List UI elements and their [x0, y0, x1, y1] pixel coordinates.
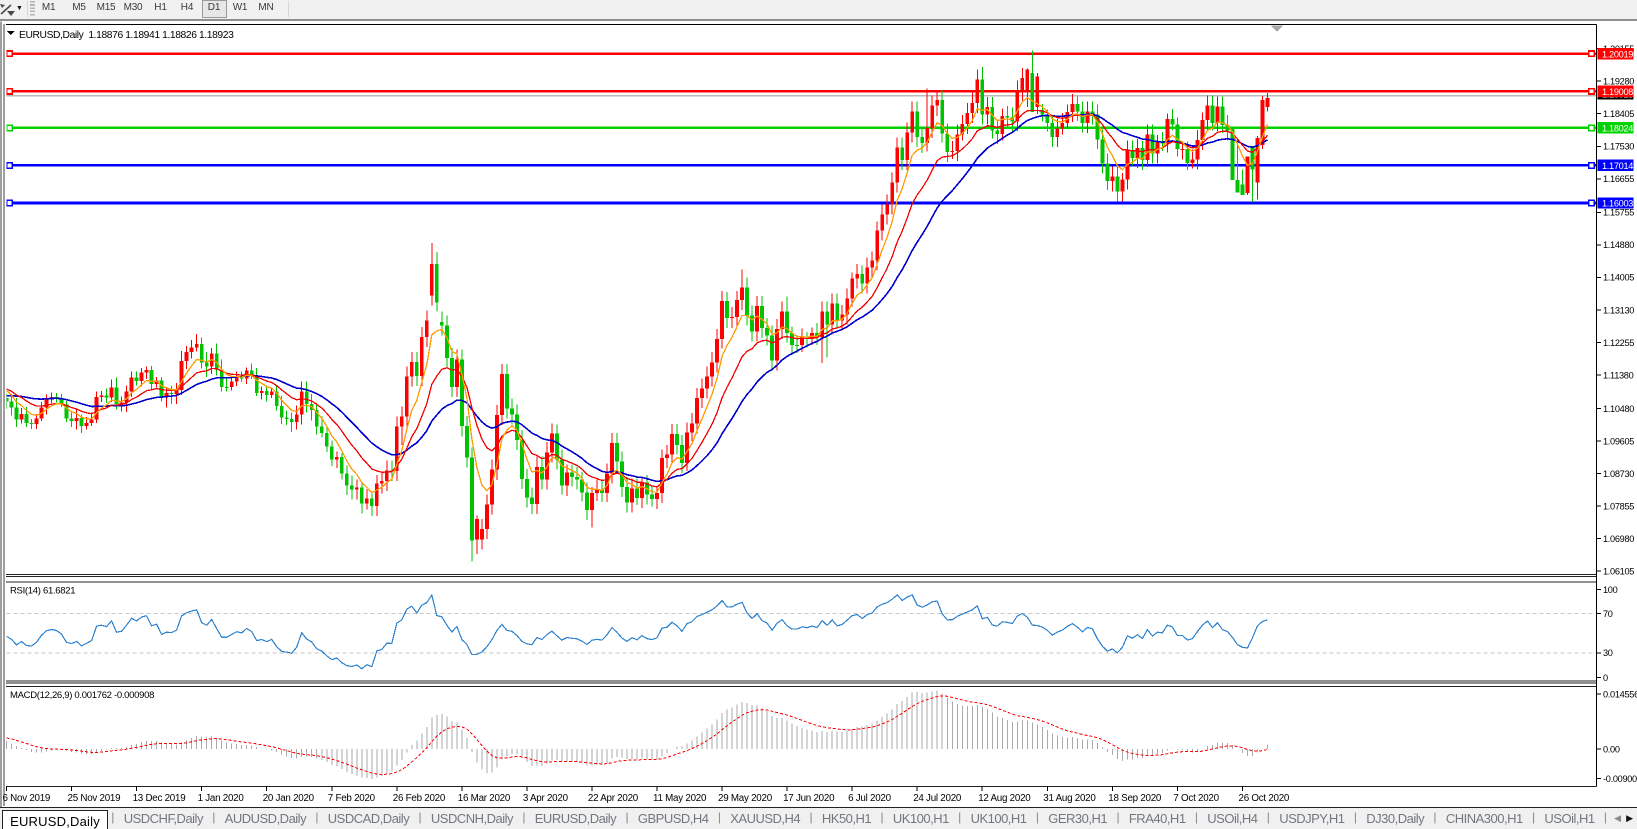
svg-text:1.20019: 1.20019 [1602, 49, 1633, 59]
svg-text:1.16003: 1.16003 [1602, 199, 1633, 209]
svg-text:1.15755: 1.15755 [1603, 208, 1634, 218]
svg-text:24 Jul 2020: 24 Jul 2020 [913, 793, 962, 804]
svg-text:1.10480: 1.10480 [1603, 404, 1634, 414]
svg-text:100: 100 [1603, 585, 1618, 595]
svg-text:11 May 2020: 11 May 2020 [653, 793, 707, 804]
svg-text:6 Jul 2020: 6 Jul 2020 [848, 793, 892, 804]
svg-text:1.09605: 1.09605 [1603, 436, 1634, 446]
svg-text:7 Feb 2020: 7 Feb 2020 [328, 793, 376, 804]
svg-text:70: 70 [1603, 609, 1613, 619]
svg-text:RSI(14) 61.6821: RSI(14) 61.6821 [10, 586, 75, 597]
svg-text:18 Sep 2020: 18 Sep 2020 [1108, 793, 1162, 804]
svg-text:1.17530: 1.17530 [1603, 142, 1634, 152]
svg-text:1.06980: 1.06980 [1603, 534, 1634, 544]
svg-text:16 Mar 2020: 16 Mar 2020 [458, 793, 511, 804]
svg-text:30: 30 [1603, 648, 1613, 658]
svg-text:0: 0 [1603, 673, 1608, 683]
svg-text:1.14880: 1.14880 [1603, 240, 1634, 250]
svg-text:1.18405: 1.18405 [1603, 109, 1634, 119]
svg-text:20 Jan 2020: 20 Jan 2020 [263, 793, 315, 804]
svg-text:25 Nov 2019: 25 Nov 2019 [68, 793, 121, 804]
svg-text:17 Jun 2020: 17 Jun 2020 [783, 793, 835, 804]
svg-text:1.11380: 1.11380 [1603, 370, 1634, 380]
svg-text:1.17014: 1.17014 [1602, 161, 1633, 171]
svg-text:1 Jan 2020: 1 Jan 2020 [198, 793, 245, 804]
svg-text:1.06105: 1.06105 [1603, 566, 1634, 576]
svg-text:EURUSD,Daily 1.18876 1.18941: EURUSD,Daily 1.18876 1.18941 1.18826 1.1… [19, 30, 234, 41]
svg-text:-0.0090005: -0.0090005 [1603, 774, 1637, 784]
svg-text:0.00: 0.00 [1603, 744, 1620, 754]
svg-text:1.14005: 1.14005 [1603, 273, 1634, 283]
svg-text:1.16655: 1.16655 [1603, 174, 1634, 184]
svg-text:1.08730: 1.08730 [1603, 469, 1634, 479]
svg-text:1.07855: 1.07855 [1603, 501, 1634, 511]
svg-text:1.19280: 1.19280 [1603, 77, 1634, 87]
svg-text:31 Aug 2020: 31 Aug 2020 [1043, 793, 1096, 804]
svg-text:26 Feb 2020: 26 Feb 2020 [393, 793, 446, 804]
svg-text:1.18024: 1.18024 [1602, 124, 1633, 134]
svg-text:22 Apr 2020: 22 Apr 2020 [588, 793, 639, 804]
svg-text:12 Aug 2020: 12 Aug 2020 [978, 793, 1031, 804]
svg-text:3 Apr 2020: 3 Apr 2020 [523, 793, 569, 804]
svg-text:7 Oct 2020: 7 Oct 2020 [1173, 793, 1219, 804]
svg-text:26 Oct 2020: 26 Oct 2020 [1239, 793, 1290, 804]
svg-text:29 May 2020: 29 May 2020 [718, 793, 773, 804]
svg-text:6 Nov 2019: 6 Nov 2019 [3, 793, 51, 804]
svg-text:1.19008: 1.19008 [1602, 87, 1633, 97]
svg-text:1.12255: 1.12255 [1603, 338, 1634, 348]
svg-text:13 Dec 2019: 13 Dec 2019 [133, 793, 186, 804]
svg-text:MACD(12,26,9) 0.001762 -0.0009: MACD(12,26,9) 0.001762 -0.000908 [10, 690, 154, 701]
svg-text:1.13130: 1.13130 [1603, 305, 1634, 315]
